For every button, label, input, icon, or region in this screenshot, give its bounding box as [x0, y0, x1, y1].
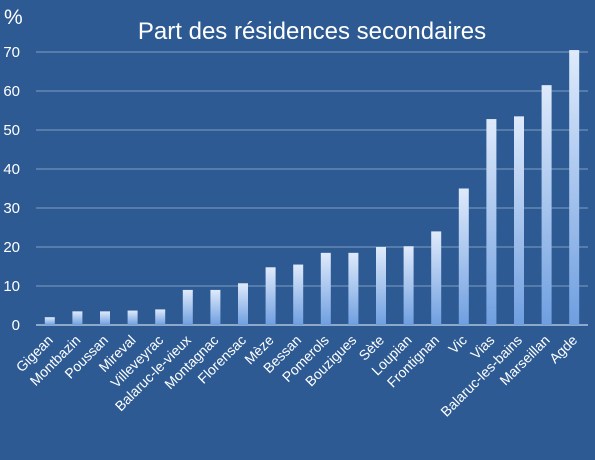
bar-7 — [238, 283, 248, 325]
bar-3 — [127, 310, 138, 325]
bar-14 — [431, 231, 442, 325]
bar-2 — [100, 311, 110, 325]
y-axis-unit: % — [4, 6, 23, 29]
bar-16 — [486, 119, 497, 325]
y-tick-label: 20 — [3, 239, 20, 256]
y-tick-label: 70 — [3, 44, 20, 61]
y-tick-label: 60 — [3, 83, 20, 100]
bar-12 — [376, 247, 386, 325]
chart-title: Part des résidences secondaires — [138, 18, 486, 45]
y-tick-labels: 0 10 20 30 40 50 60 70 — [3, 44, 20, 334]
bar-4 — [155, 309, 166, 325]
y-tick-label: 40 — [3, 161, 20, 178]
bar-15 — [458, 188, 469, 325]
x-tick-label: Agde — [546, 332, 581, 367]
bar-6 — [210, 289, 221, 325]
bar-0 — [44, 317, 55, 325]
bar-5 — [182, 289, 193, 325]
y-tick-label: 0 — [12, 317, 20, 334]
bar-13 — [403, 246, 414, 325]
bar-1 — [72, 311, 83, 325]
bar-18 — [541, 85, 552, 326]
y-tick-label: 50 — [3, 122, 20, 139]
bar-19 — [569, 50, 580, 326]
bar-8 — [265, 267, 276, 325]
bar-10 — [320, 252, 331, 325]
grid-lines — [36, 51, 588, 326]
y-tick-label: 30 — [3, 200, 20, 217]
bars — [44, 50, 580, 326]
bar-9 — [293, 264, 304, 325]
bar-17 — [514, 116, 524, 325]
y-tick-label: 10 — [3, 278, 20, 295]
x-tick-label: Vic — [445, 332, 470, 357]
bar-11 — [348, 252, 359, 325]
x-tick-labels: GigeanMontbazinPoussanMirevalVilleveyrac… — [13, 332, 581, 420]
